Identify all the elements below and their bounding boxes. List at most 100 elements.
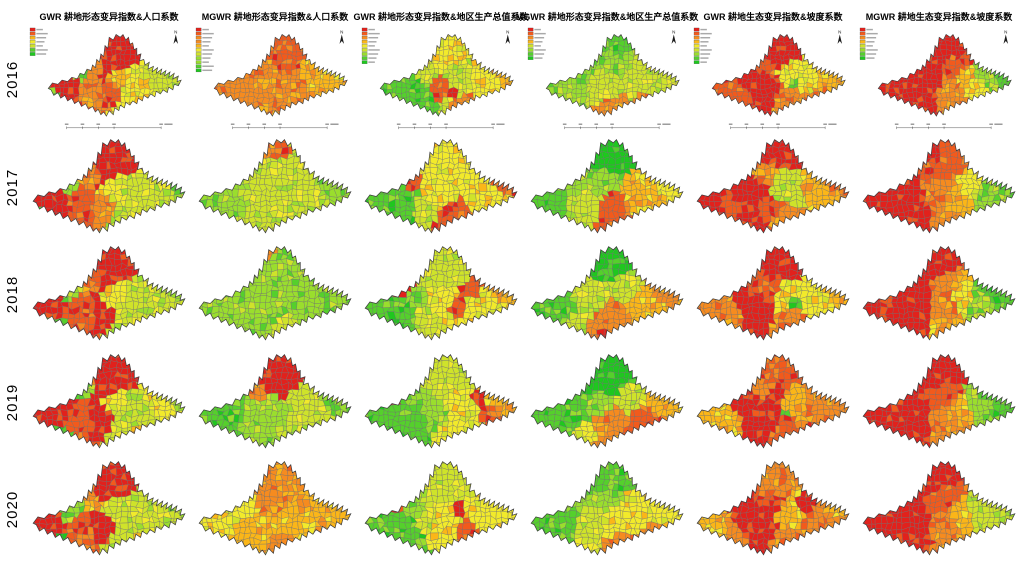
row-label-2020: 2020 (4, 491, 22, 529)
choropleth-svg (364, 461, 518, 556)
map-body (862, 353, 1016, 449)
row-label-2017: 2017 (4, 168, 22, 206)
choropleth-svg (32, 138, 186, 234)
column-title-5: GWR 耕地生态变异指数&坡度系数 (703, 12, 843, 22)
map-body (32, 461, 186, 556)
map-2019-col4 (524, 349, 690, 457)
choropleth-svg: N (693, 27, 846, 130)
map-body (32, 246, 186, 341)
svg-text:N: N (174, 29, 177, 34)
choropleth-svg (862, 246, 1016, 341)
choropleth-svg (32, 246, 186, 341)
corner-spacer (0, 0, 26, 26)
scale-bar (64, 123, 173, 130)
choropleth-svg (862, 461, 1016, 556)
scale-bar (396, 123, 505, 130)
map-2016-col5: N (690, 26, 856, 134)
choropleth-svg (530, 461, 684, 556)
map-body (32, 138, 186, 234)
choropleth-svg (364, 353, 518, 449)
map-2020-col1 (26, 456, 192, 564)
map-body (198, 461, 352, 556)
map-body (530, 138, 684, 234)
choropleth-svg (32, 353, 186, 449)
map-body (711, 33, 846, 117)
choropleth-svg (862, 353, 1016, 449)
row-label-2019: 2019 (4, 383, 22, 421)
map-2019-col2 (192, 349, 358, 457)
svg-text:N: N (1004, 29, 1007, 34)
map-2018-col2 (192, 241, 358, 349)
map-legend (527, 27, 546, 60)
north-arrow-icon: N (505, 29, 511, 44)
choropleth-svg: N (195, 27, 348, 130)
choropleth-svg (32, 461, 186, 556)
column-title-4: MGWR 耕地形态变异指数&地区生产总值系数 (515, 12, 699, 22)
map-body (32, 353, 186, 449)
map-2018-col6 (856, 241, 1022, 349)
map-2019-col5 (690, 349, 856, 457)
map-legend (29, 27, 48, 56)
north-arrow-icon: N (339, 29, 345, 44)
map-legend (195, 27, 214, 73)
map-body (213, 33, 348, 117)
map-body (47, 33, 182, 117)
map-body (530, 246, 684, 341)
map-2020-col4 (524, 456, 690, 564)
map-2016-col1: N (26, 26, 192, 134)
scale-bar (728, 123, 837, 130)
choropleth-svg (530, 246, 684, 341)
map-2017-col1 (26, 134, 192, 242)
row-label-2018: 2018 (4, 276, 22, 314)
map-body (862, 461, 1016, 556)
map-2017-col4 (524, 134, 690, 242)
choropleth-svg (198, 353, 352, 449)
svg-text:N: N (340, 29, 343, 34)
choropleth-svg (364, 246, 518, 341)
map-body (696, 138, 850, 234)
map-2018-col4 (524, 241, 690, 349)
scale-bar (562, 123, 671, 130)
svg-text:N: N (672, 29, 675, 34)
map-2017-col2 (192, 134, 358, 242)
map-2019-col1 (26, 349, 192, 457)
north-arrow-icon: N (173, 29, 179, 44)
choropleth-svg: N (527, 27, 680, 130)
map-legend (693, 27, 712, 64)
map-2017-col3 (358, 134, 524, 242)
map-2016-col6: N (856, 26, 1022, 134)
map-2019-col6 (856, 349, 1022, 457)
map-2017-col6 (856, 134, 1022, 242)
choropleth-svg (198, 461, 352, 556)
choropleth-svg: N (859, 27, 1012, 130)
map-body (198, 246, 352, 341)
map-body (530, 353, 684, 449)
north-arrow-icon: N (671, 29, 677, 44)
map-2020-col2 (192, 456, 358, 564)
map-2018-col1 (26, 241, 192, 349)
column-title-6: MGWR 耕地生态变异指数&坡度系数 (865, 12, 1013, 22)
map-body (379, 33, 514, 117)
map-body (862, 138, 1016, 234)
choropleth-svg (198, 246, 352, 341)
choropleth-svg (696, 353, 850, 449)
scale-bar (230, 123, 339, 130)
map-2016-col4: N (524, 26, 690, 134)
map-body (364, 138, 518, 234)
map-body (545, 33, 680, 117)
choropleth-svg (696, 138, 850, 234)
svg-text:N: N (506, 29, 509, 34)
map-body (877, 33, 1012, 117)
map-2018-col3 (358, 241, 524, 349)
map-2019-col3 (358, 349, 524, 457)
map-body (530, 461, 684, 556)
map-2020-col6 (856, 456, 1022, 564)
north-arrow-icon: N (837, 29, 843, 44)
map-body (696, 353, 850, 449)
choropleth-svg (530, 138, 684, 234)
map-body (862, 246, 1016, 341)
map-2016-col2: N (192, 26, 358, 134)
choropleth-svg (696, 246, 850, 341)
map-2016-col3: N (358, 26, 524, 134)
column-title-2: MGWR 耕地形态变异指数&人口系数 (201, 12, 349, 22)
